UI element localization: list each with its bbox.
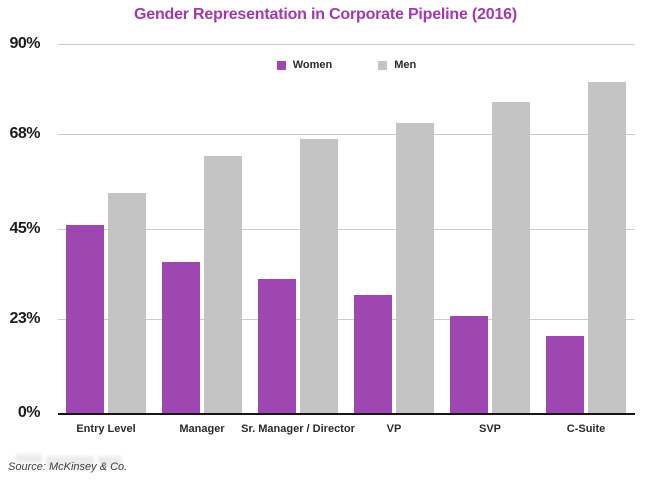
x-axis-category-label: C-Suite [566,423,606,435]
watermark [16,452,126,474]
y-axis-tick-label: 23% [9,309,40,327]
legend-swatch-women [276,60,286,70]
legend-label-men: Men [394,59,417,71]
y-axis-tick-label: 68% [9,125,40,143]
chart-title: Gender Representation in Corporate Pipel… [134,6,517,23]
x-axis-labels: Entry Level Manager Sr. Manager / Director… [58,423,635,441]
x-axis-category-label: Entry Level [76,423,136,435]
x-axis-category-label: SVP [478,423,501,435]
source-note: Source: McKinsey & Co. [8,461,128,473]
gridline [58,134,635,136]
bar-women-2 [258,278,296,414]
legend-item-women: Women [276,59,333,71]
bar-women-0 [66,225,104,414]
bar-men-5 [588,81,626,414]
legend-label-women: Women [292,59,333,71]
bar-men-4 [492,102,530,414]
bar-women-3 [354,295,392,414]
x-axis-line [58,413,635,415]
x-axis-category-label: Sr. Manager / Director [241,423,355,435]
y-axis-tick-label: 90% [9,35,40,52]
legend-swatch-men [378,60,388,70]
y-axis: 90% 68% 45% 23% 0% [0,35,42,421]
bar-women-5 [546,336,584,414]
plot-area [58,44,635,415]
gridline [58,44,635,45]
bar-men-3 [396,122,434,414]
x-axis-category-label: VP [386,423,402,435]
gridline [58,318,635,320]
x-axis-category-label: Manager [179,423,225,435]
bar-men-1 [204,155,242,414]
bar-men-0 [108,192,146,414]
y-axis-tick-label: 45% [9,219,40,237]
y-axis-tick-label: 0% [17,404,41,421]
legend: Women Men [58,58,635,72]
legend-item-men: Men [378,59,416,71]
gridline [58,228,635,230]
bar-women-4 [450,315,488,414]
bar-women-1 [162,262,200,414]
bar-men-2 [300,139,338,414]
